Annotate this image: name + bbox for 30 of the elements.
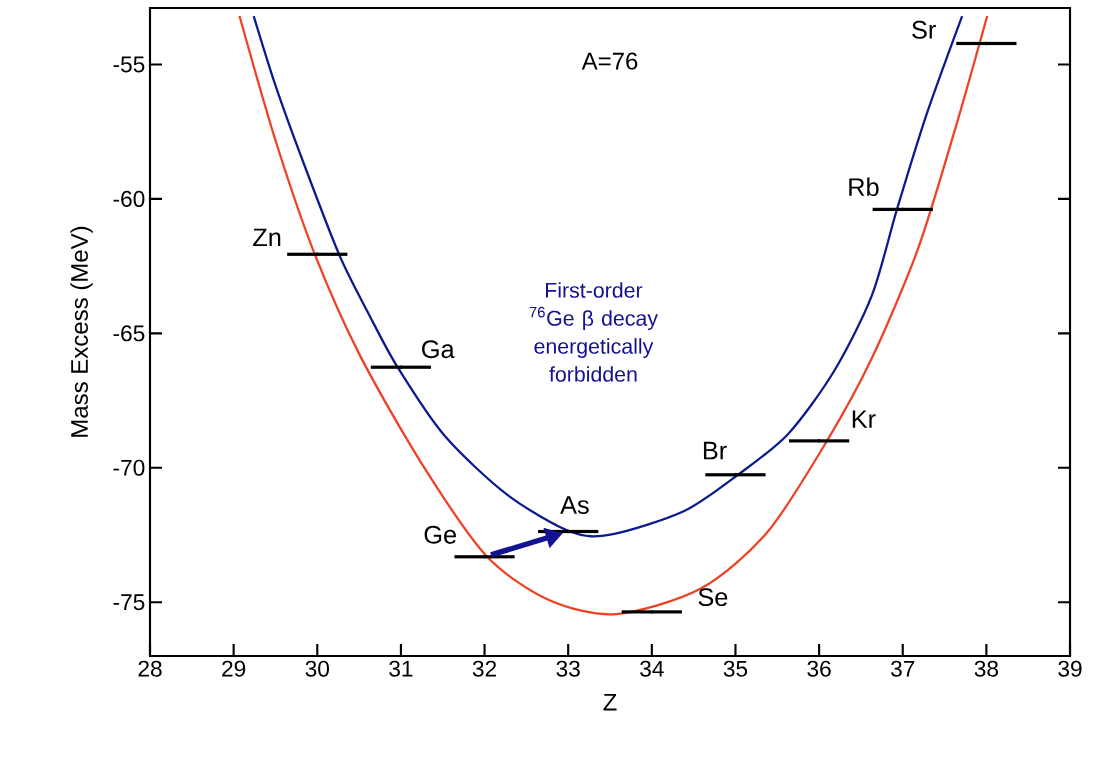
annotation: Kr [852, 410, 876, 428]
x-tick-label: 39 [1058, 660, 1082, 677]
y-tick-label: -75 [113, 594, 145, 611]
annotation: Ga [422, 340, 455, 359]
annotation: Rb [849, 177, 879, 197]
annotation: First-order $^{76}$Ge β decay energetically forbidden [529, 282, 658, 382]
x-tick-label: 34 [640, 660, 664, 677]
x-tick-label: 33 [556, 660, 580, 677]
x-tick-label: 28 [138, 660, 162, 677]
x-tick-label: 31 [389, 660, 413, 677]
y-tick-label: -60 [113, 190, 145, 207]
annotation: Se [698, 588, 728, 607]
y-tick-label: -55 [113, 56, 145, 73]
annotation: Sr [912, 20, 936, 39]
x-tick-label: 38 [974, 660, 998, 677]
annotation: Zn [253, 228, 281, 247]
y-tick-label: -70 [113, 459, 145, 476]
x-tick-label: 29 [222, 660, 246, 677]
x-tick-label: 30 [305, 660, 330, 677]
annotation: A=76 [581, 52, 638, 70]
x-tick-label: 36 [807, 660, 831, 677]
annotation: Ge [424, 525, 456, 544]
annotation: As [560, 496, 589, 514]
y-axis-title: Mass Excess (MeV) [70, 226, 93, 437]
annotation: Br [703, 441, 727, 460]
x-tick-label: 35 [723, 660, 748, 677]
x-tick-label: 32 [472, 660, 497, 677]
y-tick-label: -65 [113, 325, 145, 342]
x-tick-label: 37 [890, 660, 915, 677]
x-axis-title: Z [603, 693, 617, 711]
